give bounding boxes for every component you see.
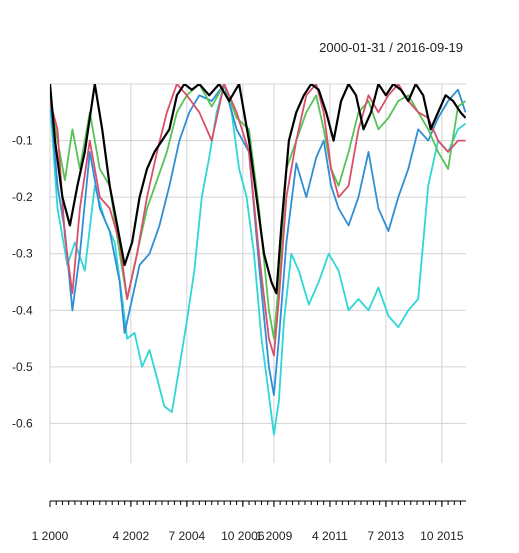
y-tick-label: -0.4 <box>12 303 33 317</box>
y-tick-label: -0.2 <box>12 190 33 204</box>
series-line-0 <box>50 84 466 436</box>
x-tick-label: 1 2009 <box>256 529 293 543</box>
x-tick-label: 7 2013 <box>368 529 405 543</box>
x-tick-label: 10 2015 <box>420 529 464 543</box>
x-tick-label: 1 2000 <box>32 529 69 543</box>
x-tick-label: 10 2006 <box>221 529 265 543</box>
y-tick-label: -0.6 <box>12 416 33 430</box>
chart-subtitle: 2000-01-31 / 2016-09-19 <box>319 40 463 55</box>
grid <box>49 83 466 463</box>
x-tick-label: 7 2004 <box>168 529 205 543</box>
y-tick-label: -0.1 <box>12 134 33 148</box>
series-line-3 <box>50 84 466 357</box>
series-line-4 <box>50 84 466 295</box>
y-tick-label: -0.5 <box>12 360 33 374</box>
x-tick-label: 4 2002 <box>113 529 150 543</box>
series-line-1 <box>50 84 466 397</box>
axes: -0.1 -0.2 -0.3 -0.4 -0.5 -0.6 1 2000 4 2002 7 20… <box>12 134 466 543</box>
series-group <box>50 84 466 436</box>
x-tick-label: 4 2011 <box>312 529 348 543</box>
y-tick-label: -0.3 <box>12 247 33 261</box>
